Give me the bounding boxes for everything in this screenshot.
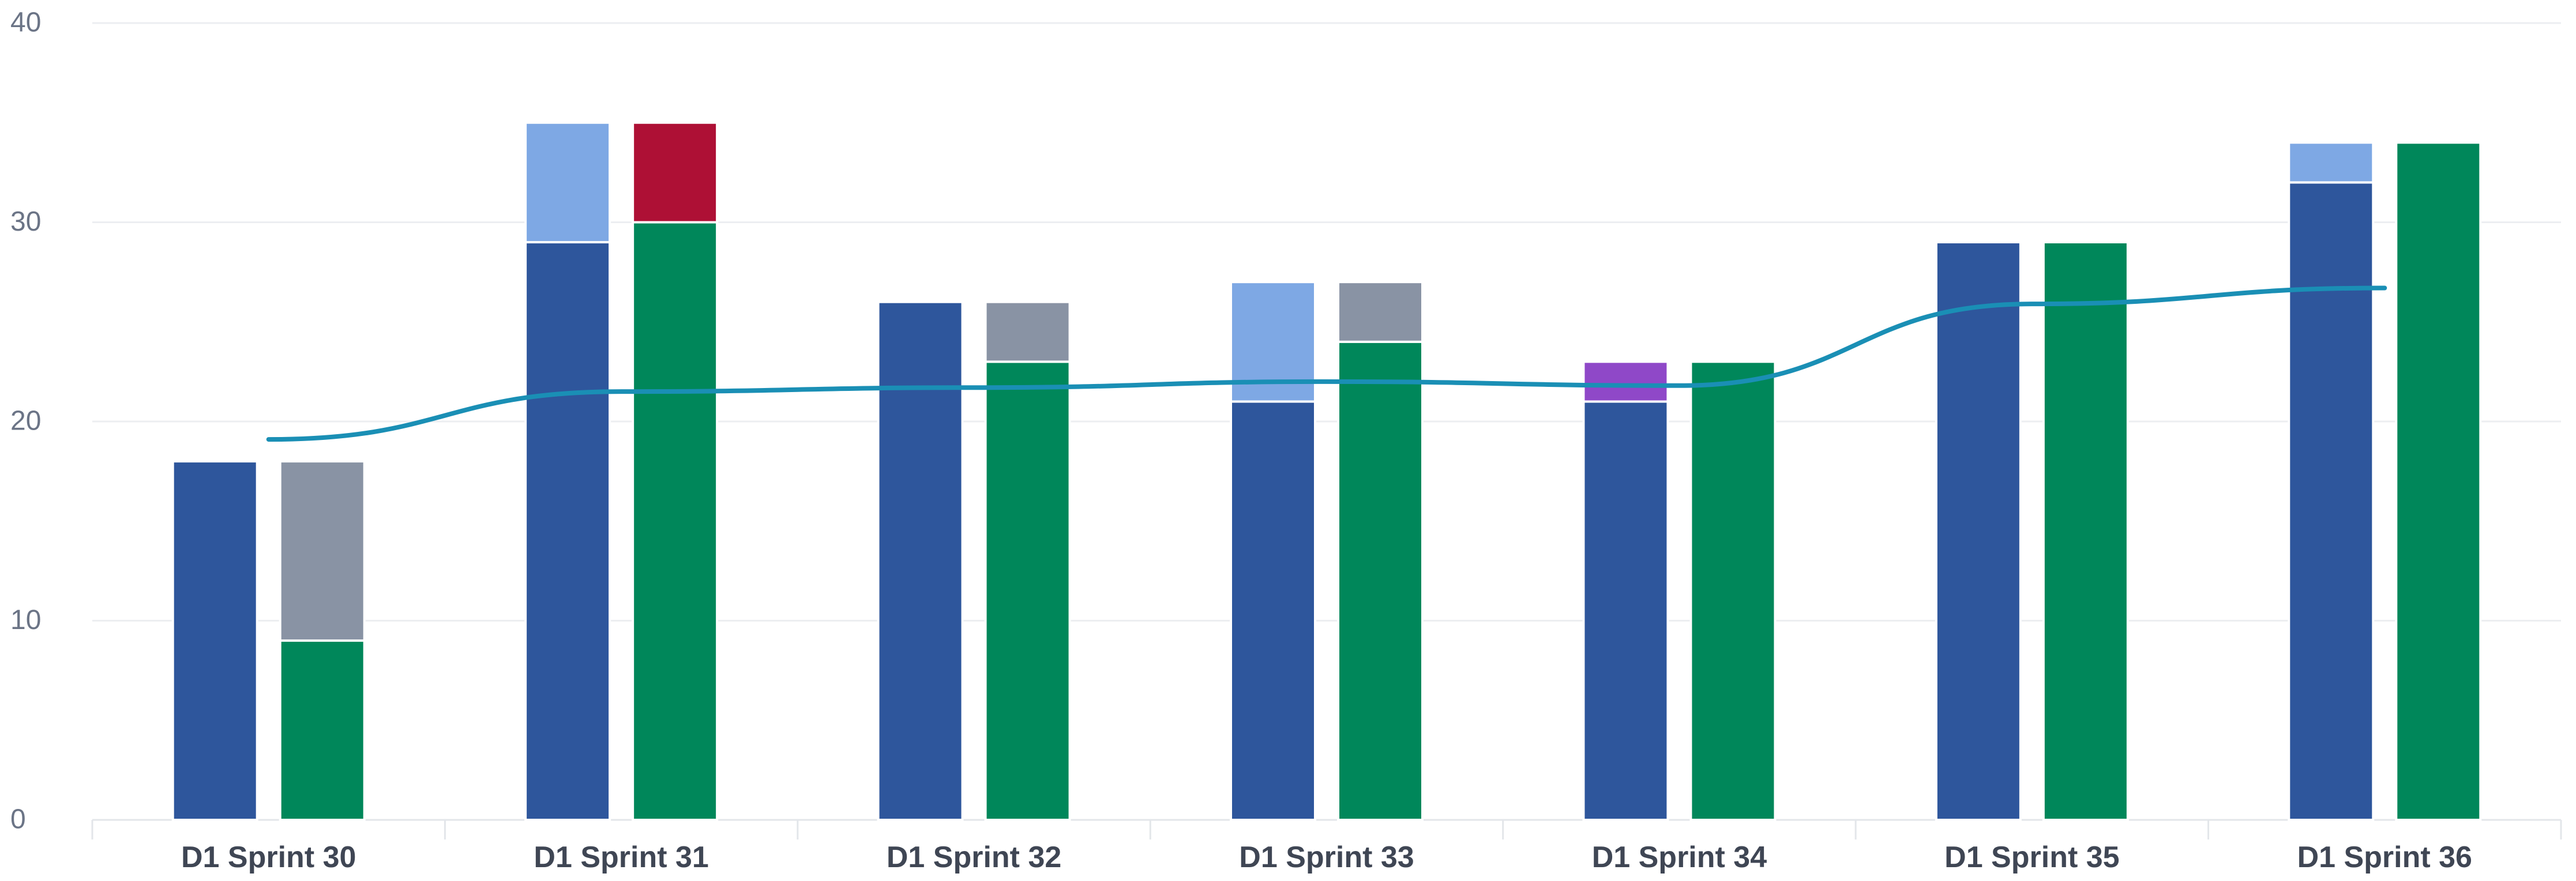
x-category-label: D1 Sprint 34	[1592, 841, 1767, 874]
bar-right-segment	[984, 300, 1071, 363]
bar-left-segment	[1230, 400, 1316, 821]
bar-right-segment	[1337, 281, 1424, 343]
x-category-label: D1 Sprint 30	[181, 841, 356, 874]
x-category-label: D1 Sprint 35	[1944, 841, 2119, 874]
y-tick-label: 10	[10, 605, 41, 635]
bar-right-segment	[2395, 141, 2482, 821]
bar-left-segment	[171, 460, 258, 821]
trend-line	[266, 285, 2387, 442]
y-tick-label: 30	[10, 206, 41, 237]
bar-left-segment	[2288, 181, 2375, 821]
y-tick-label: 20	[10, 406, 41, 436]
y-tick-label: 40	[10, 7, 41, 38]
bar-left-segment	[1582, 400, 1669, 821]
bar-left-segment	[524, 121, 611, 244]
bar-right-segment	[1337, 340, 1424, 821]
bar-left-segment	[877, 300, 964, 821]
bar-right-segment	[984, 360, 1071, 821]
x-category-label: D1 Sprint 31	[534, 841, 708, 874]
bar-left-segment	[2288, 141, 2375, 184]
bar-right-segment	[2042, 241, 2129, 821]
x-category-label: D1 Sprint 33	[1239, 841, 1414, 874]
bar-left-segment	[1582, 360, 1669, 403]
bar-left-segment	[1935, 241, 2022, 821]
x-category-label: D1 Sprint 32	[887, 841, 1061, 874]
x-category-label: D1 Sprint 36	[2297, 841, 2472, 874]
bar-right-segment	[632, 221, 719, 821]
bar-left-segment	[524, 241, 611, 821]
bar-right-segment	[279, 460, 366, 642]
bar-right-segment	[1689, 360, 1777, 821]
bar-right-segment	[279, 639, 366, 822]
y-tick-label: 0	[10, 804, 26, 835]
bar-right-segment	[632, 121, 719, 224]
